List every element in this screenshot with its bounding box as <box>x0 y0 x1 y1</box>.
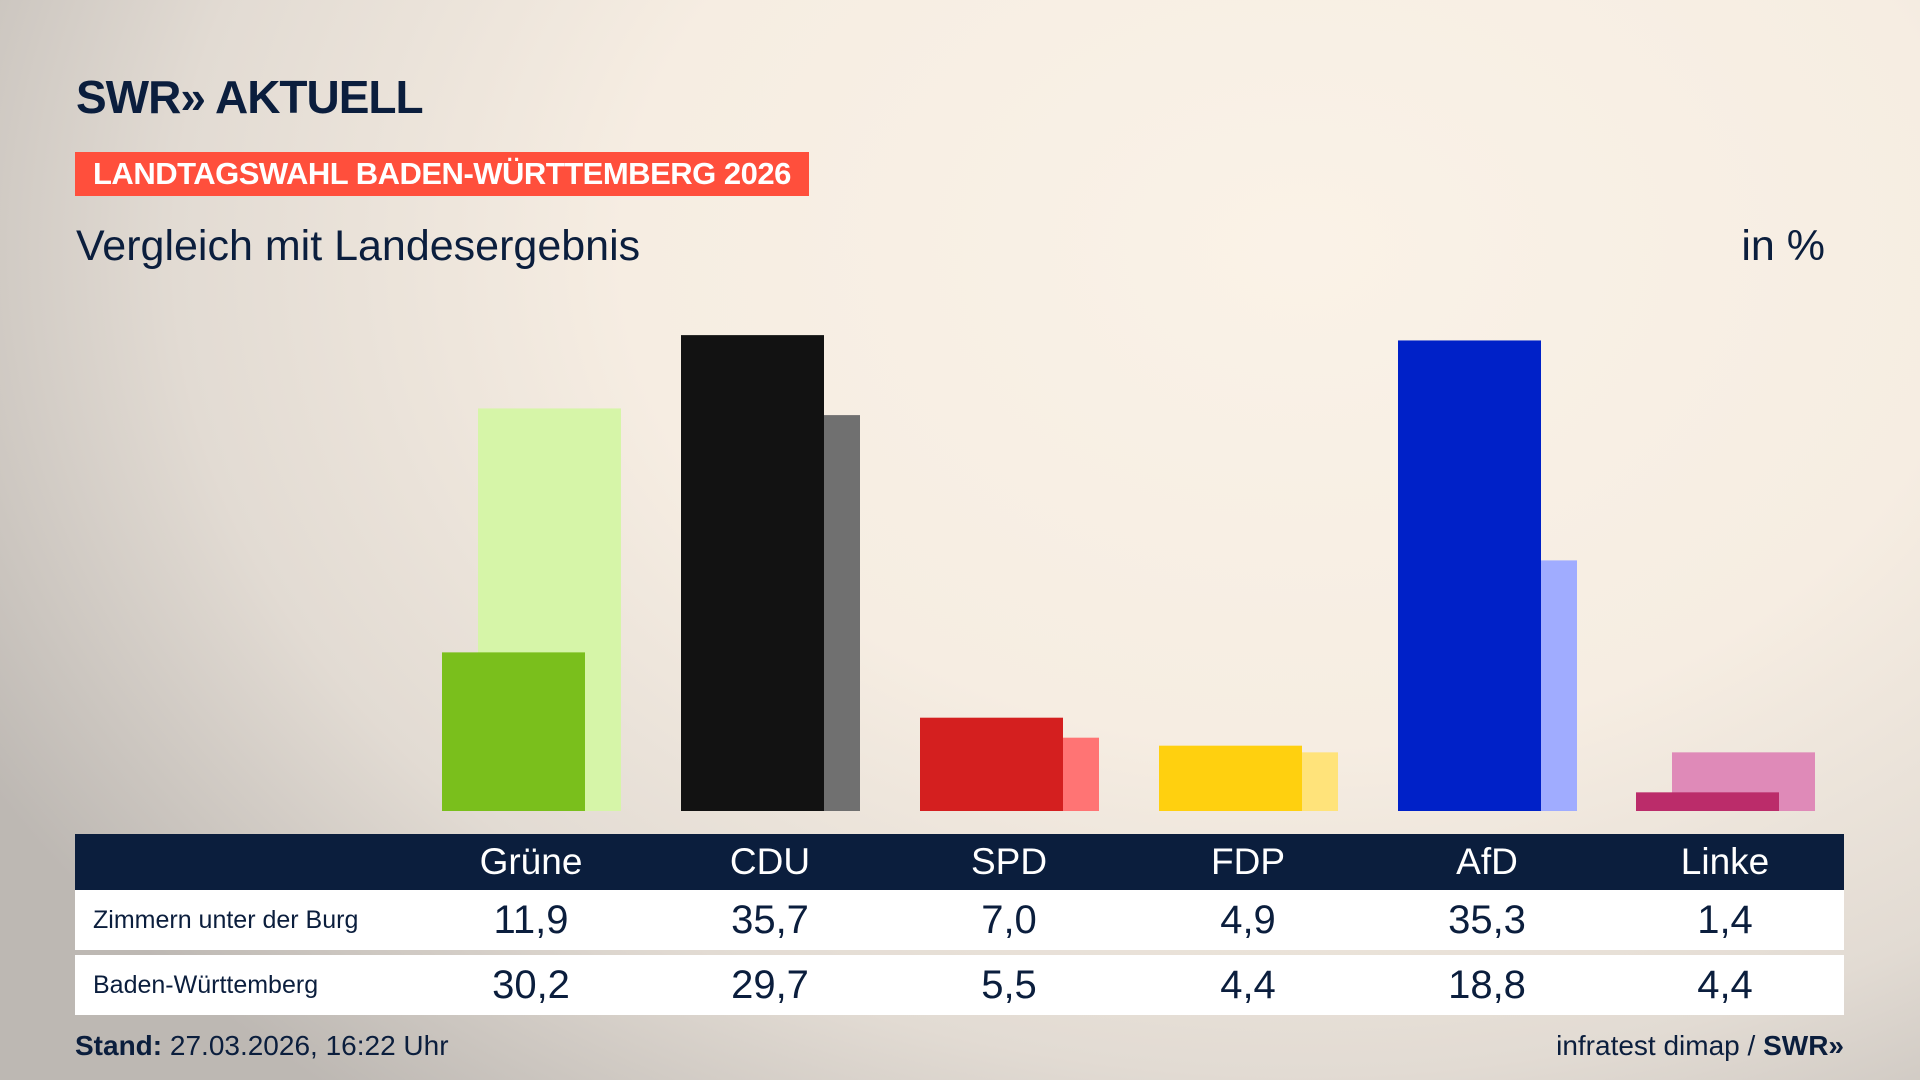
source-credit: infratest dimap / SWR» <box>1556 1030 1844 1062</box>
local-bar-linke <box>1636 792 1779 811</box>
source-text: infratest dimap / <box>1556 1030 1764 1061</box>
bar-chart <box>442 335 1815 811</box>
local-bar-afd <box>1398 340 1541 811</box>
column-header: FDP <box>1211 841 1285 882</box>
table-header: Grüne CDU SPD FDP AfD Linke <box>75 834 1844 890</box>
timestamp: Stand: 27.03.2026, 16:22 Uhr <box>75 1030 449 1062</box>
row-label: Zimmern unter der Burg <box>93 906 359 934</box>
results-table: Grüne CDU SPD FDP AfD Linke Zimmern unter der… <box>75 834 1844 1015</box>
row-label: Baden-Württemberg <box>93 971 319 999</box>
stand-value: 27.03.2026, 16:22 Uhr <box>162 1030 449 1061</box>
unit-label: in % <box>1741 222 1825 270</box>
value-cell: 35,7 <box>731 898 809 942</box>
value-cell: 1,4 <box>1697 898 1753 942</box>
value-cell: 4,4 <box>1220 963 1276 1007</box>
local-bar-grüne <box>442 652 585 811</box>
value-cell: 11,9 <box>493 898 569 942</box>
value-cell: 4,9 <box>1220 898 1276 942</box>
election-banner: LANDTAGSWAHL BADEN-WÜRTTEMBERG 2026 <box>75 152 809 196</box>
value-cell: 4,4 <box>1697 963 1753 1007</box>
table-row: Baden-Württemberg 30,2 29,7 5,5 4,4 18,8 4,4 <box>75 955 1844 1015</box>
value-cell: 30,2 <box>492 963 570 1007</box>
local-bar-fdp <box>1159 745 1302 811</box>
value-cell: 5,5 <box>981 963 1037 1007</box>
table-row: Zimmern unter der Burg 11,9 35,7 7,0 4,9 35,3… <box>75 890 1844 950</box>
swr-aktuell-logo: SWR» AKTUELL <box>76 71 424 123</box>
local-bar-cdu <box>681 335 824 811</box>
local-bar-spd <box>920 717 1063 811</box>
column-header: Grüne <box>479 841 583 882</box>
column-header: CDU <box>729 841 811 882</box>
column-header: Linke <box>1680 841 1770 882</box>
swr-logo-small: SWR» <box>1763 1030 1844 1061</box>
chart-subtitle: Vergleich mit Landesergebnis <box>76 222 641 270</box>
value-cell: 18,8 <box>1448 963 1526 1007</box>
column-header: SPD <box>970 841 1048 882</box>
value-cell: 29,7 <box>731 963 809 1007</box>
value-cell: 35,3 <box>1448 898 1526 942</box>
value-cell: 7,0 <box>981 898 1037 942</box>
stand-label: Stand: <box>75 1030 163 1061</box>
column-header: AfD <box>1456 841 1518 882</box>
